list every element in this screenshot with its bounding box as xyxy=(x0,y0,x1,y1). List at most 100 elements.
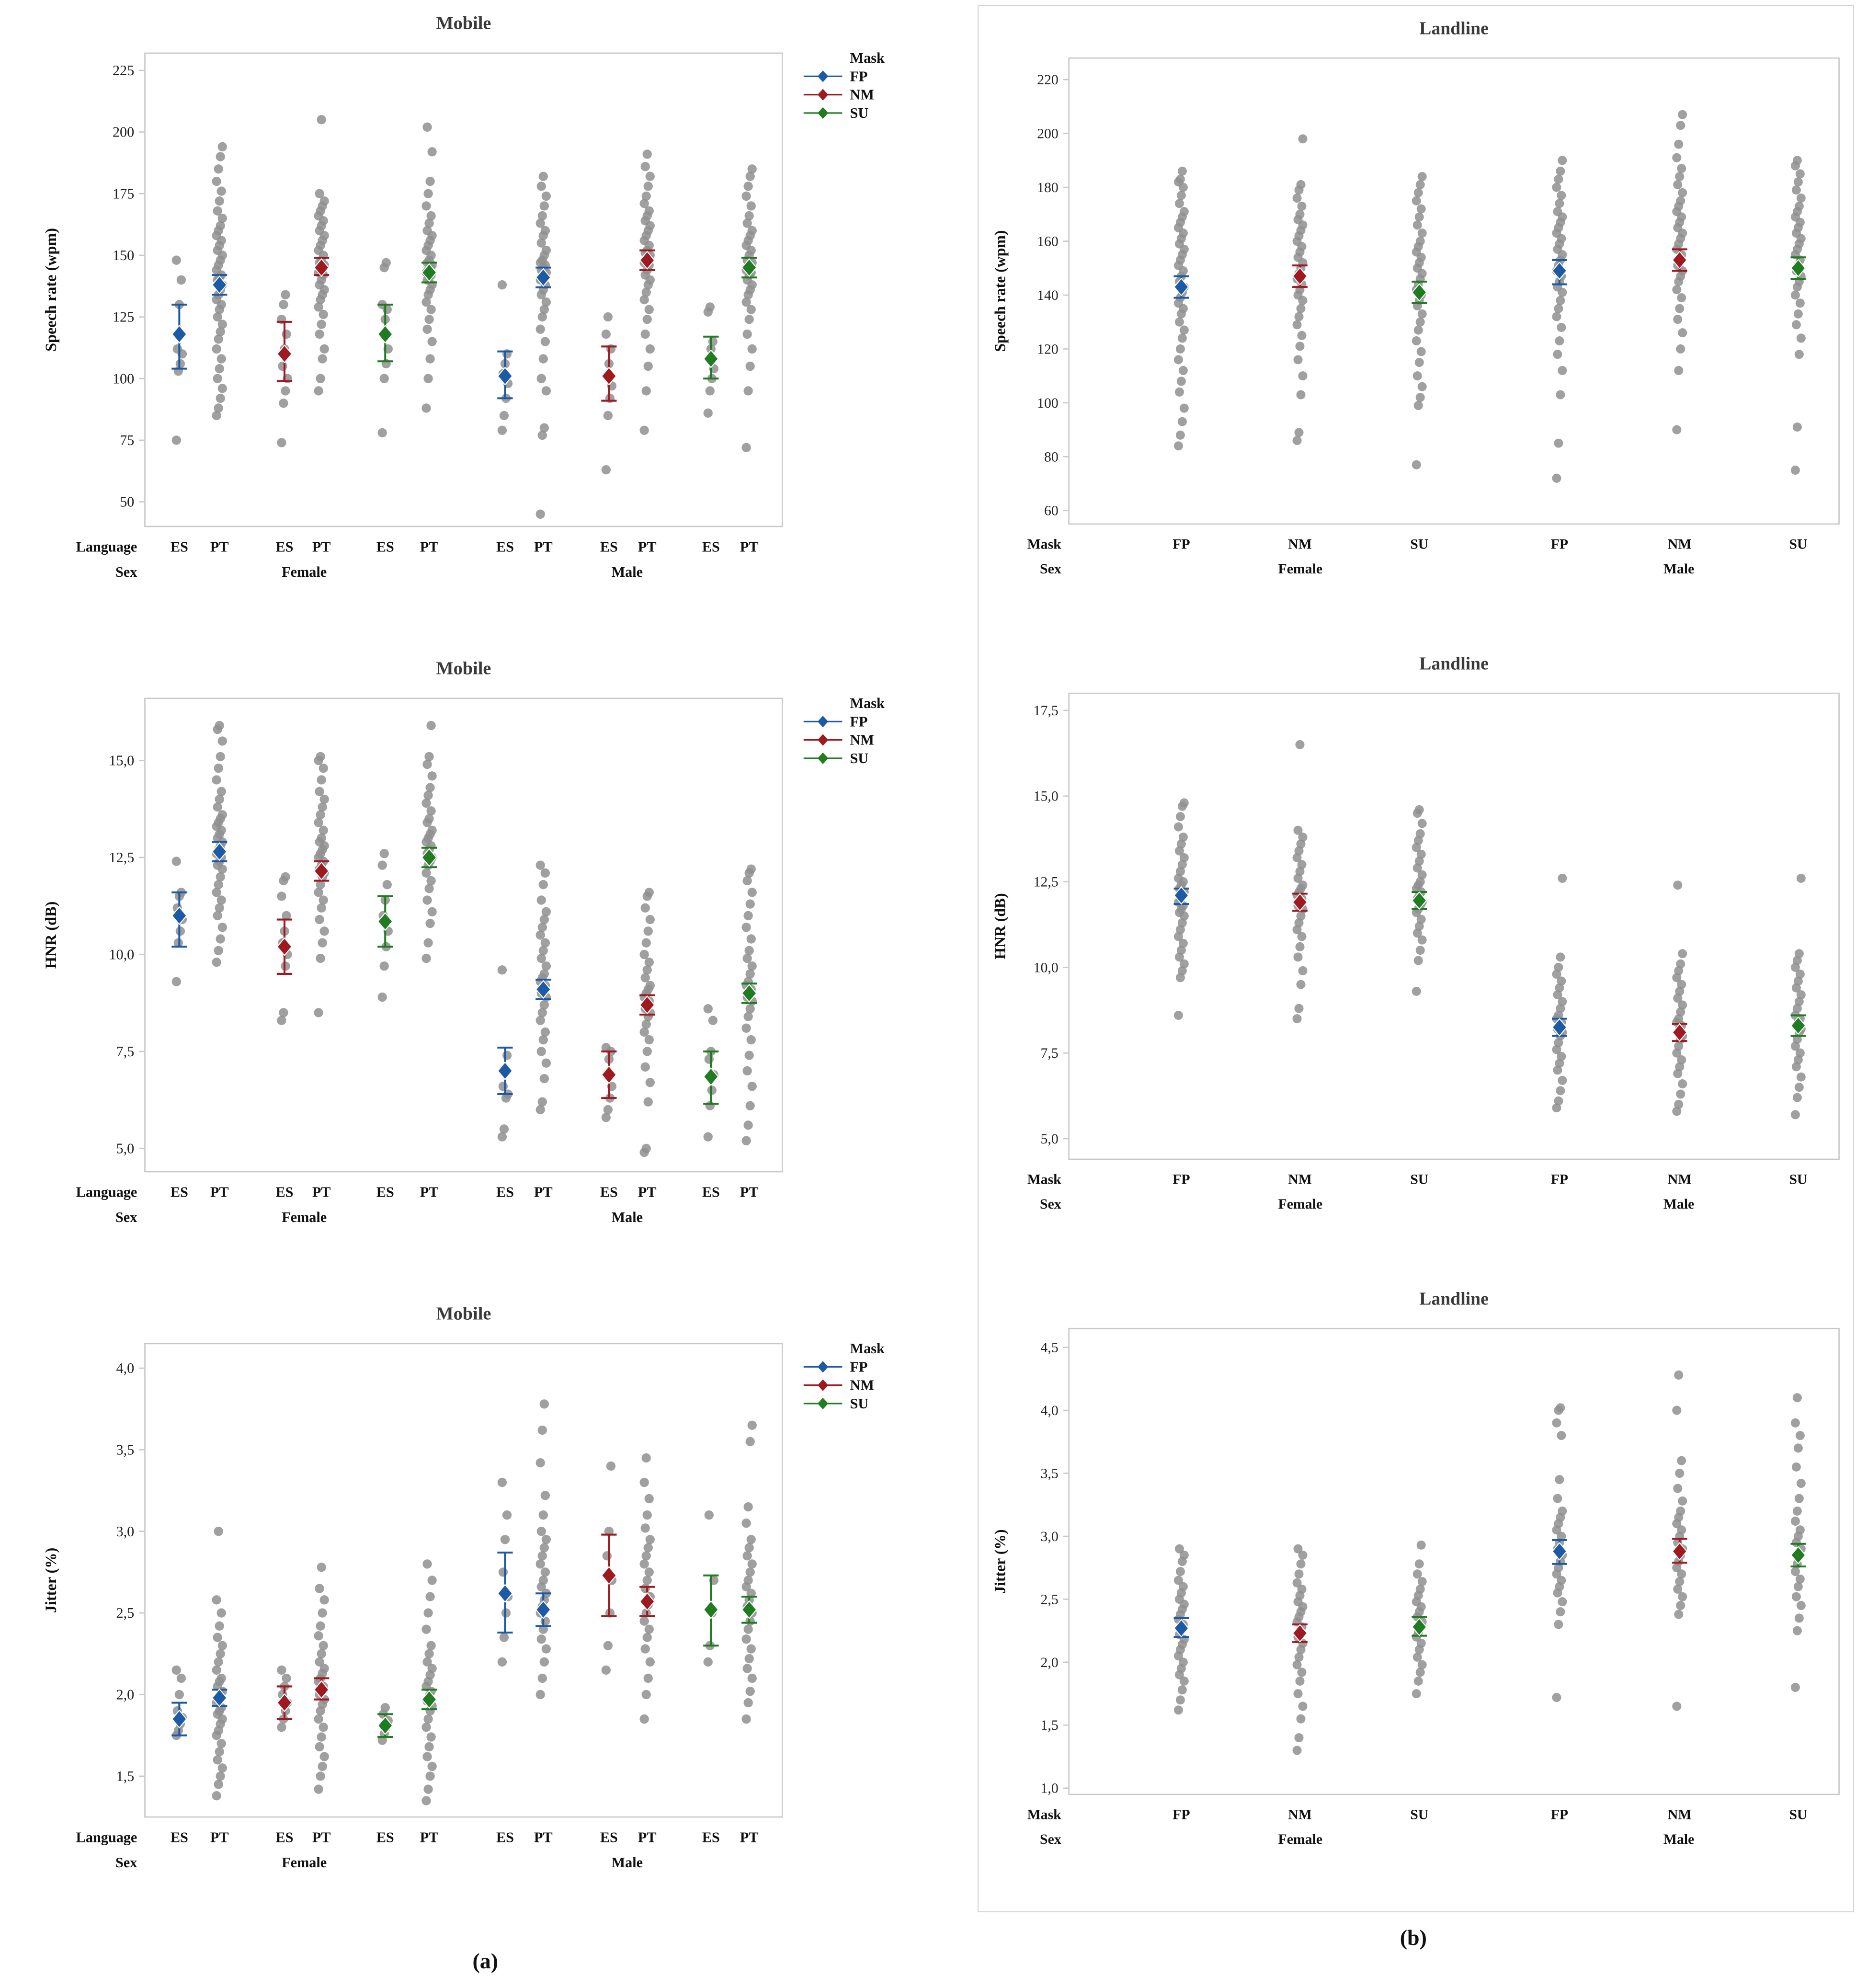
chart-landline-jitter: Landline Jitter (%) 1,0 1,5 2,0 2,5 3,0 3,5 4,0 4… xyxy=(991,1289,1840,1847)
svg-text:Mask: Mask xyxy=(850,1340,885,1357)
svg-text:FP: FP xyxy=(1173,537,1190,552)
svg-text:Female: Female xyxy=(282,564,327,580)
svg-text:ES: ES xyxy=(496,1184,514,1200)
svg-text:SU: SU xyxy=(850,1395,869,1412)
svg-text:ES: ES xyxy=(600,538,618,555)
svg-text:PT: PT xyxy=(210,538,229,555)
svg-text:PT: PT xyxy=(534,1184,553,1200)
svg-text:Mask: Mask xyxy=(1027,537,1061,552)
svg-text:75: 75 xyxy=(120,432,134,448)
svg-text:Female: Female xyxy=(282,1854,327,1871)
svg-text:FP: FP xyxy=(1173,1807,1190,1823)
svg-text:15,0: 15,0 xyxy=(1033,788,1058,804)
svg-text:1,0: 1,0 xyxy=(1040,1781,1058,1796)
svg-text:Female: Female xyxy=(282,1209,327,1225)
svg-text:ES: ES xyxy=(275,538,293,555)
svg-text:100: 100 xyxy=(1037,395,1059,411)
svg-text:Mobile: Mobile xyxy=(436,659,491,679)
svg-text:HNR (dB): HNR (dB) xyxy=(42,902,59,969)
svg-text:FP: FP xyxy=(1550,1172,1568,1188)
svg-text:NM: NM xyxy=(850,732,874,748)
svg-text:Speech rate (wpm): Speech rate (wpm) xyxy=(991,230,1008,352)
svg-text:160: 160 xyxy=(1037,233,1059,249)
svg-text:Male: Male xyxy=(612,1209,643,1225)
svg-text:PT: PT xyxy=(420,1829,439,1846)
svg-text:SU: SU xyxy=(1789,537,1807,552)
panel-landline-speech-rate: Landline Speech rate (wpm) 60 80 100 120 140 16… xyxy=(979,6,1853,641)
svg-text:10,0: 10,0 xyxy=(109,947,134,963)
svg-text:100: 100 xyxy=(113,370,134,387)
svg-text:ES: ES xyxy=(376,1184,394,1200)
svg-text:Male: Male xyxy=(1663,561,1694,577)
svg-text:Male: Male xyxy=(1663,1831,1694,1847)
svg-text:Jitter (%): Jitter (%) xyxy=(991,1530,1008,1594)
svg-text:2,5: 2,5 xyxy=(1040,1592,1058,1608)
chart-mobile-jitter: Mobile Jitter (%) 1,5 2,0 2,5 3,0 3,5 4,0 ES PT ES… xyxy=(42,1304,885,1871)
svg-text:NM: NM xyxy=(1668,1172,1692,1188)
svg-text:FP: FP xyxy=(850,68,868,84)
svg-text:3,0: 3,0 xyxy=(1040,1529,1058,1544)
svg-text:3,5: 3,5 xyxy=(1040,1466,1058,1482)
svg-text:NM: NM xyxy=(1288,537,1312,552)
svg-text:Language: Language xyxy=(76,538,137,555)
svg-text:FP: FP xyxy=(850,1359,868,1375)
chart-mobile-speech-rate: Mobile Speech rate (wpm) 50 75 100 125 150 175 2… xyxy=(42,13,885,580)
svg-text:15,0: 15,0 xyxy=(109,753,134,769)
svg-text:4,0: 4,0 xyxy=(116,1360,135,1376)
svg-text:12,5: 12,5 xyxy=(1033,874,1058,890)
svg-text:Male: Male xyxy=(612,1854,643,1871)
svg-text:ES: ES xyxy=(702,1829,720,1846)
chart-landline-speech-rate: Landline Speech rate (wpm) 60 80 100 120 140 16… xyxy=(991,19,1840,577)
svg-text:PT: PT xyxy=(638,538,657,555)
svg-text:PT: PT xyxy=(740,1829,759,1846)
svg-text:2,5: 2,5 xyxy=(116,1605,135,1621)
svg-text:ES: ES xyxy=(171,1184,188,1200)
svg-text:SU: SU xyxy=(1410,1807,1428,1823)
svg-text:140: 140 xyxy=(1037,287,1059,303)
svg-text:ES: ES xyxy=(376,538,394,555)
svg-text:80: 80 xyxy=(1044,449,1059,465)
svg-text:Sex: Sex xyxy=(115,1209,137,1225)
panel-mobile-hnr: Mobile HNR (dB) 5,0 7,5 10,0 12,5 15,0 ES PT ES PT… xyxy=(0,645,971,1291)
svg-text:NM: NM xyxy=(850,1377,874,1394)
panel-mobile-speech-rate: Mobile Speech rate (wpm) 50 75 100 125 150 175 2… xyxy=(0,0,971,645)
svg-text:ES: ES xyxy=(600,1184,618,1200)
svg-text:5,0: 5,0 xyxy=(116,1141,135,1157)
svg-text:220: 220 xyxy=(1037,72,1059,88)
svg-text:PT: PT xyxy=(210,1829,229,1846)
svg-text:200: 200 xyxy=(1037,126,1059,142)
svg-text:3,5: 3,5 xyxy=(116,1442,135,1458)
svg-text:2,0: 2,0 xyxy=(1040,1655,1058,1670)
svg-text:Mask: Mask xyxy=(1027,1172,1061,1188)
chart-landline-hnr: Landline HNR (dB) 5,0 7,5 10,0 12,5 15,0 17,5 FP… xyxy=(991,654,1840,1212)
svg-text:125: 125 xyxy=(113,309,134,325)
svg-text:ES: ES xyxy=(702,538,720,555)
svg-text:5,0: 5,0 xyxy=(1040,1131,1058,1147)
landline-panel-stack: Landline Speech rate (wpm) 60 80 100 120 140 16… xyxy=(977,5,1854,1913)
svg-text:PT: PT xyxy=(312,538,331,555)
svg-text:Speech rate (wpm): Speech rate (wpm) xyxy=(42,228,59,352)
svg-text:1,5: 1,5 xyxy=(116,1768,135,1784)
panel-landline-jitter: Landline Jitter (%) 1,0 1,5 2,0 2,5 3,0 3,5 4,0 4… xyxy=(979,1276,1853,1911)
svg-text:175: 175 xyxy=(113,185,134,202)
svg-text:Mobile: Mobile xyxy=(436,13,491,33)
svg-text:4,5: 4,5 xyxy=(1040,1340,1058,1356)
svg-text:60: 60 xyxy=(1044,503,1059,519)
svg-text:Female: Female xyxy=(1278,1831,1322,1847)
svg-text:ES: ES xyxy=(275,1829,293,1846)
svg-text:PT: PT xyxy=(534,1829,553,1846)
svg-text:Sex: Sex xyxy=(1040,1831,1061,1847)
svg-text:12,5: 12,5 xyxy=(109,849,134,866)
mobile-column: Mobile Speech rate (wpm) 50 75 100 125 150 175 2… xyxy=(0,0,971,1974)
svg-text:Jitter (%): Jitter (%) xyxy=(42,1548,59,1613)
svg-text:Female: Female xyxy=(1278,1196,1322,1212)
svg-text:SU: SU xyxy=(850,105,869,121)
svg-text:HNR (dB): HNR (dB) xyxy=(991,893,1008,959)
svg-text:ES: ES xyxy=(702,1184,720,1200)
svg-text:SU: SU xyxy=(1789,1807,1807,1823)
landline-column: Landline Speech rate (wpm) 60 80 100 120 140 16… xyxy=(971,0,1856,1988)
svg-text:NM: NM xyxy=(1288,1807,1312,1823)
svg-text:Sex: Sex xyxy=(1040,1196,1061,1212)
svg-text:Landline: Landline xyxy=(1419,1289,1489,1309)
svg-text:FP: FP xyxy=(1173,1172,1190,1188)
